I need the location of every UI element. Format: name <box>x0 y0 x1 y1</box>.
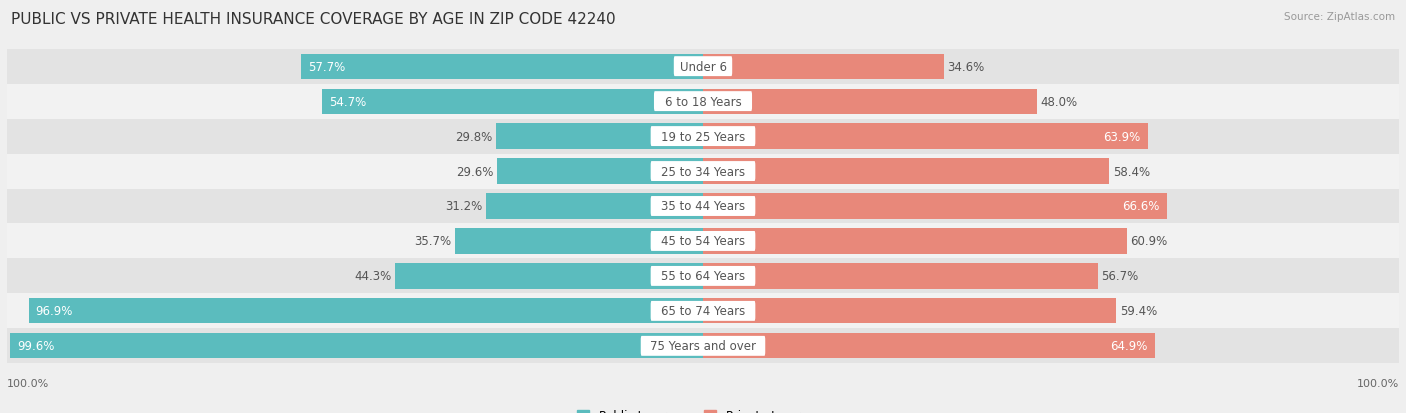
Text: 35.7%: 35.7% <box>413 235 451 248</box>
Bar <box>301 55 703 80</box>
Bar <box>703 333 1154 358</box>
FancyBboxPatch shape <box>651 127 755 147</box>
Text: 66.6%: 66.6% <box>1122 200 1160 213</box>
Bar <box>703 194 1167 219</box>
Bar <box>703 263 1098 289</box>
Text: 75 Years and over: 75 Years and over <box>650 339 756 352</box>
Text: 48.0%: 48.0% <box>1040 95 1077 108</box>
Bar <box>7 189 1399 224</box>
Text: 6 to 18 Years: 6 to 18 Years <box>665 95 741 108</box>
Bar <box>703 89 1038 114</box>
Bar <box>703 55 943 80</box>
Bar <box>703 159 1109 184</box>
Bar <box>7 84 1399 119</box>
Bar <box>703 299 1116 324</box>
Text: Source: ZipAtlas.com: Source: ZipAtlas.com <box>1284 12 1395 22</box>
Text: 54.7%: 54.7% <box>329 95 367 108</box>
FancyBboxPatch shape <box>673 57 733 77</box>
FancyBboxPatch shape <box>651 197 755 216</box>
FancyBboxPatch shape <box>651 301 755 321</box>
Text: 64.9%: 64.9% <box>1111 339 1147 352</box>
FancyBboxPatch shape <box>654 92 752 112</box>
Text: PUBLIC VS PRIVATE HEALTH INSURANCE COVERAGE BY AGE IN ZIP CODE 42240: PUBLIC VS PRIVATE HEALTH INSURANCE COVER… <box>11 12 616 27</box>
Legend: Public Insurance, Private Insurance: Public Insurance, Private Insurance <box>572 404 834 413</box>
Text: 35 to 44 Years: 35 to 44 Years <box>661 200 745 213</box>
Bar <box>7 50 1399 84</box>
FancyBboxPatch shape <box>641 336 765 356</box>
Bar <box>486 194 703 219</box>
Text: 58.4%: 58.4% <box>1114 165 1150 178</box>
Text: 63.9%: 63.9% <box>1104 130 1140 143</box>
Text: 65 to 74 Years: 65 to 74 Years <box>661 305 745 318</box>
Text: 34.6%: 34.6% <box>948 61 984 74</box>
Bar <box>322 89 703 114</box>
Bar <box>28 299 703 324</box>
Bar <box>10 333 703 358</box>
Text: Under 6: Under 6 <box>679 61 727 74</box>
Text: 31.2%: 31.2% <box>446 200 482 213</box>
Text: 60.9%: 60.9% <box>1130 235 1167 248</box>
Text: 100.0%: 100.0% <box>1357 378 1399 388</box>
Text: 100.0%: 100.0% <box>7 378 49 388</box>
Text: 25 to 34 Years: 25 to 34 Years <box>661 165 745 178</box>
Bar <box>395 263 703 289</box>
Bar <box>7 294 1399 329</box>
Text: 45 to 54 Years: 45 to 54 Years <box>661 235 745 248</box>
Bar <box>496 159 703 184</box>
Bar <box>7 224 1399 259</box>
Text: 99.6%: 99.6% <box>17 339 55 352</box>
Bar <box>7 329 1399 363</box>
Text: 59.4%: 59.4% <box>1121 305 1157 318</box>
Bar <box>7 154 1399 189</box>
Text: 44.3%: 44.3% <box>354 270 391 283</box>
Text: 56.7%: 56.7% <box>1101 270 1139 283</box>
Text: 55 to 64 Years: 55 to 64 Years <box>661 270 745 283</box>
Bar <box>703 229 1126 254</box>
FancyBboxPatch shape <box>651 161 755 182</box>
Bar <box>7 259 1399 294</box>
Text: 96.9%: 96.9% <box>35 305 73 318</box>
Bar <box>7 119 1399 154</box>
Bar <box>703 124 1147 150</box>
Text: 57.7%: 57.7% <box>308 61 346 74</box>
Text: 29.6%: 29.6% <box>456 165 494 178</box>
Bar <box>454 229 703 254</box>
Text: 29.8%: 29.8% <box>456 130 492 143</box>
FancyBboxPatch shape <box>651 231 755 252</box>
FancyBboxPatch shape <box>651 266 755 286</box>
Bar <box>495 124 703 150</box>
Text: 19 to 25 Years: 19 to 25 Years <box>661 130 745 143</box>
